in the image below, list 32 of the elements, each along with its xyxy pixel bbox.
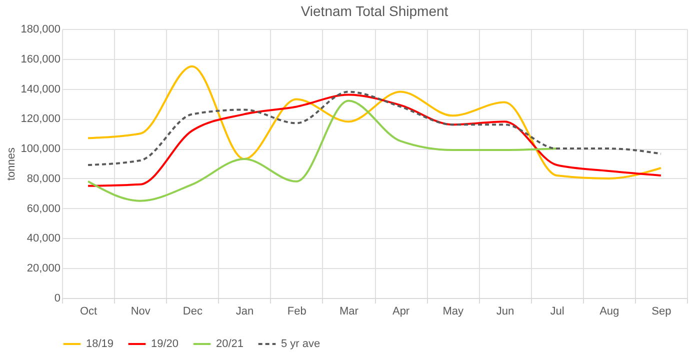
x-tick-label: Jun <box>496 306 514 318</box>
y-tick-label: 120,000 <box>20 113 60 126</box>
legend-label: 20/21 <box>216 338 244 350</box>
x-tick-label: Apr <box>392 306 410 318</box>
y-tick-label: 40,000 <box>26 232 60 245</box>
y-tick-label: 0 <box>54 292 60 304</box>
x-tick-label: Jan <box>236 306 254 318</box>
legend-label: 18/19 <box>86 338 114 350</box>
y-tick-label: 80,000 <box>26 172 60 185</box>
legend-label: 19/20 <box>151 338 179 350</box>
x-tick-label: Aug <box>600 306 620 318</box>
x-tick-label: Mar <box>339 306 359 318</box>
y-tick-label: 160,000 <box>20 53 60 66</box>
legend-label: 5 yr ave <box>281 338 320 350</box>
y-tick-label: 20,000 <box>26 262 60 275</box>
x-tick-label: May <box>442 306 464 318</box>
line-series <box>87 94 662 187</box>
line-series <box>87 65 662 180</box>
y-tick-label: 60,000 <box>26 202 60 215</box>
line-series <box>87 100 558 202</box>
x-tick-label: Nov <box>130 306 151 318</box>
y-tick-label: 100,000 <box>20 143 60 156</box>
x-tick-label: Dec <box>182 306 203 318</box>
x-tick-label: Oct <box>80 306 98 318</box>
y-tick-label: 140,000 <box>20 83 60 96</box>
y-axis-title: tonnes <box>6 146 18 181</box>
x-tick-label: Sep <box>652 306 672 318</box>
x-tick-label: Feb <box>287 306 306 318</box>
line-series <box>87 90 662 166</box>
chart-title: Vietnam Total Shipment <box>300 3 448 19</box>
y-tick-label: 180,000 <box>20 24 60 36</box>
x-tick-label: Jul <box>550 306 564 318</box>
